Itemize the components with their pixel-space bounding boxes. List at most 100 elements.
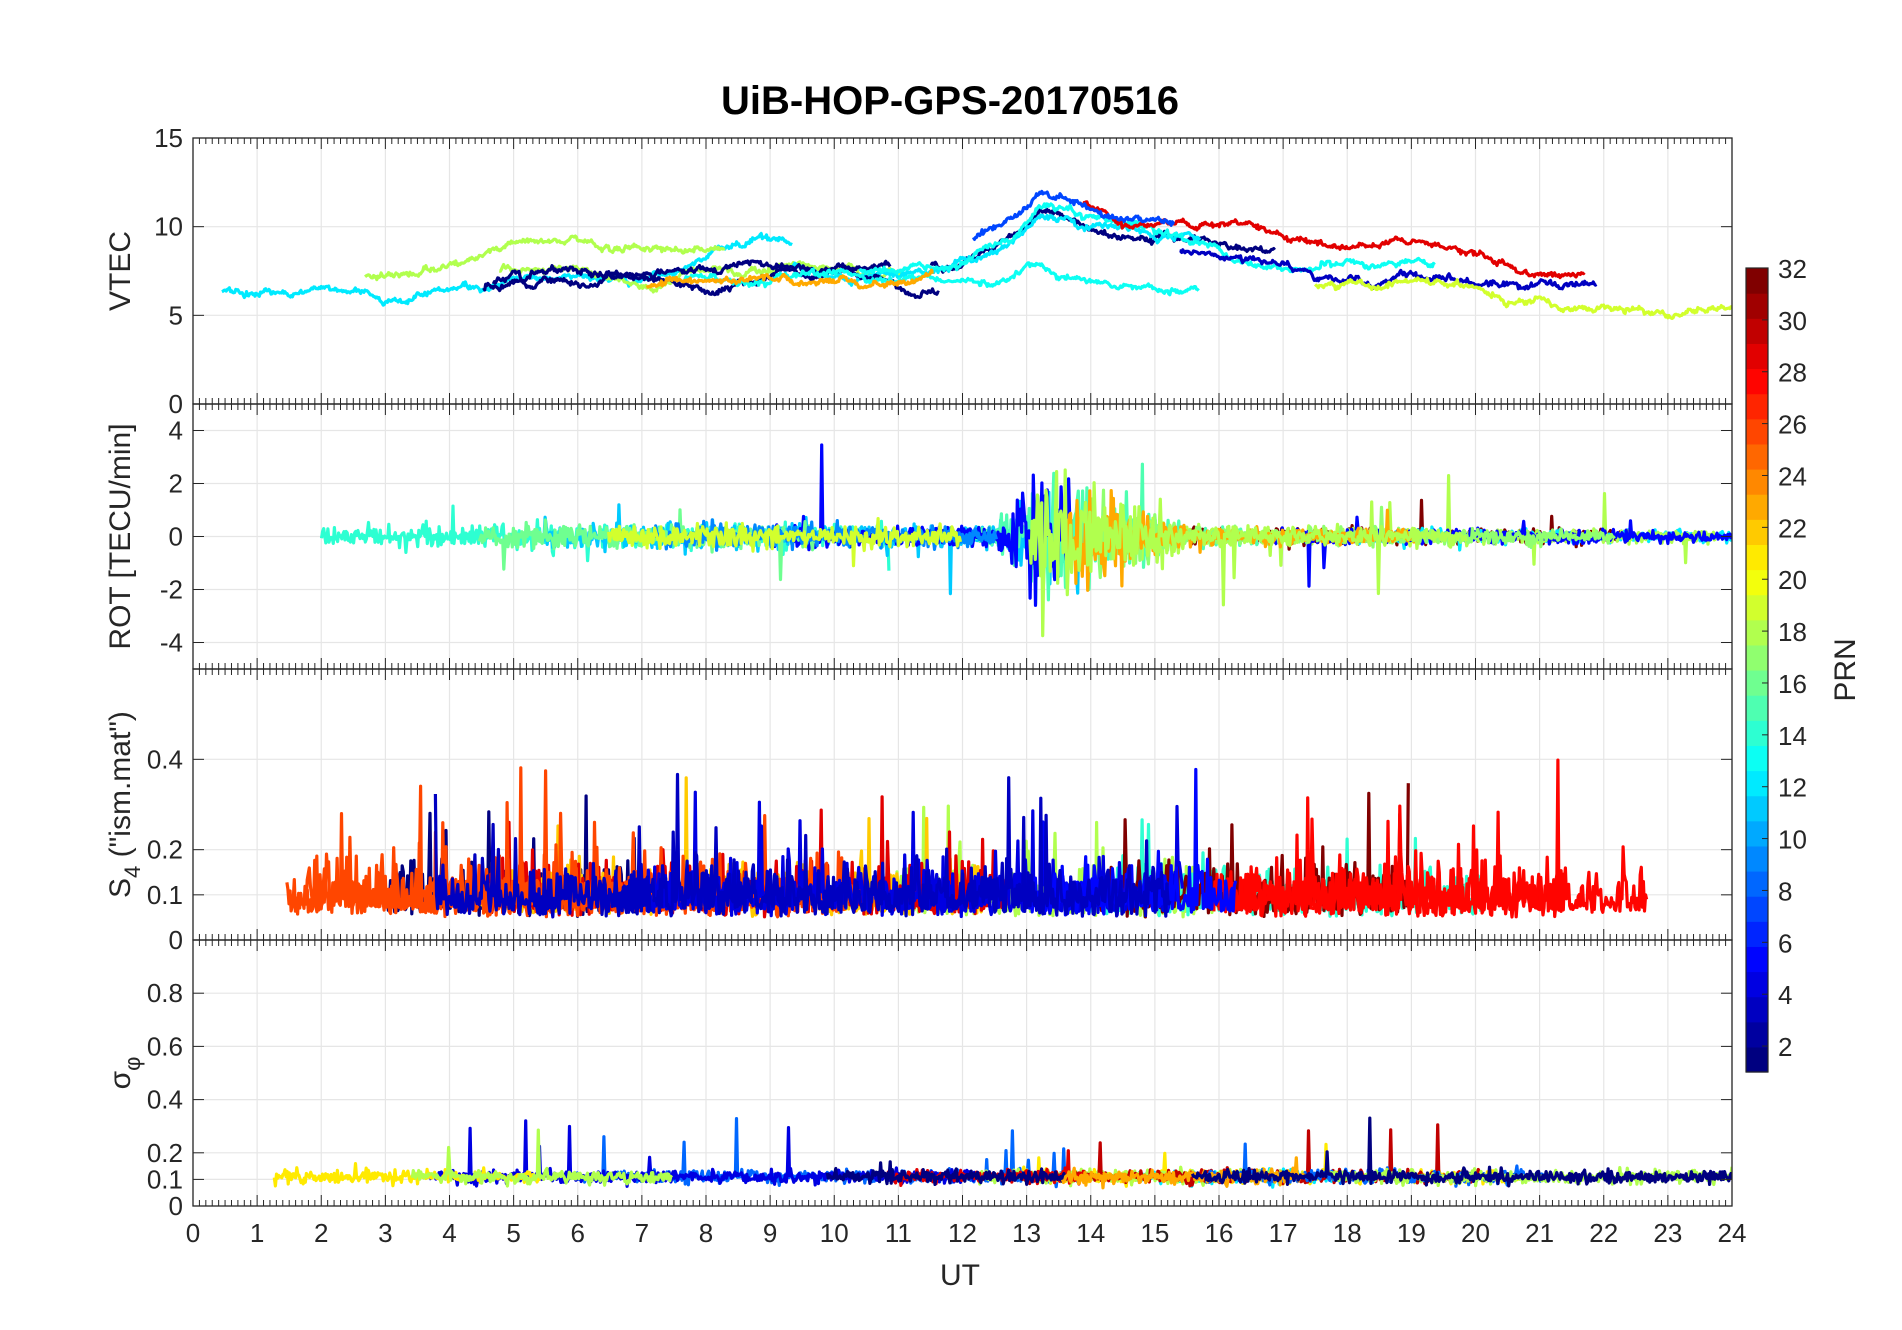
colorbar-swatch <box>1746 469 1768 495</box>
colorbar-swatch <box>1746 569 1768 596</box>
x-tick-label: 6 <box>571 1218 585 1248</box>
panel-2: -4 -2 0 2 4 ROT [TECU/min] <box>104 403 1733 670</box>
y-axis-label: ROT [TECU/min] <box>104 423 137 649</box>
y-tick-label: 4 <box>169 416 183 446</box>
panel-traces <box>285 758 1649 919</box>
panel-1: 0 5 10 15 VTEC <box>104 123 1733 419</box>
panel-grid <box>192 940 1733 1207</box>
colorbar-tick-label: 12 <box>1778 773 1807 803</box>
x-tick-label: 23 <box>1653 1218 1682 1248</box>
colorbar-tick-label: 22 <box>1778 513 1807 543</box>
x-tick-label: 0 <box>186 1218 200 1248</box>
colorbar-swatch <box>1746 745 1768 772</box>
colorbar-swatch <box>1746 1046 1768 1073</box>
colorbar-swatch <box>1746 695 1768 721</box>
colorbar-swatch <box>1746 293 1768 319</box>
colorbar-swatch <box>1746 996 1768 1023</box>
prn-trace <box>491 259 892 297</box>
prn-trace <box>971 189 1175 241</box>
colorbar-swatch <box>1746 720 1768 746</box>
colorbar-swatch <box>1746 343 1768 370</box>
colorbar-swatch <box>1746 770 1768 797</box>
y-tick-label: 0.8 <box>147 978 183 1008</box>
y-tick-label: -4 <box>160 628 183 658</box>
y-tick-label: 10 <box>154 212 183 242</box>
colorbar-swatch <box>1746 845 1768 872</box>
colorbar-tick-label: 16 <box>1778 669 1807 699</box>
prn-trace <box>1028 468 1468 638</box>
prn-trace <box>825 1160 1068 1187</box>
prn-trace <box>645 268 935 290</box>
chart-title: UiB-HOP-GPS-20170516 <box>721 79 1179 123</box>
x-tick-label: 5 <box>506 1218 520 1248</box>
panel-traces <box>272 1116 1732 1190</box>
x-tick-label: 7 <box>635 1218 649 1248</box>
colorbar-tick-label: 2 <box>1778 1032 1792 1062</box>
x-tick-label: 9 <box>763 1218 777 1248</box>
colorbar-swatch <box>1746 1021 1768 1048</box>
colorbar-swatch <box>1746 393 1768 420</box>
panel-traces <box>221 189 1732 320</box>
prn-trace <box>609 772 1172 918</box>
colorbar-label: PRN <box>1829 638 1862 701</box>
y-tick-label: 0.6 <box>147 1031 183 1061</box>
x-tick-label: 19 <box>1397 1218 1426 1248</box>
y-tick-label: 0.4 <box>147 1085 183 1115</box>
prn-trace <box>1231 796 1564 919</box>
colorbar-swatch <box>1746 368 1768 395</box>
colorbar-frame <box>1745 267 1769 1073</box>
panel-ticks <box>192 137 1733 405</box>
x-tick-label: 21 <box>1525 1218 1554 1248</box>
colorbar-swatch <box>1746 318 1768 344</box>
colorbar-swatch <box>1746 544 1768 571</box>
x-tick-labels: 0 1 2 3 4 5 6 7 8 9 10 11 12 13 14 15 16 17 18 19 20 21 22 23 24 <box>186 1218 1747 1248</box>
prn-trace <box>682 261 1200 297</box>
x-tick-label: 20 <box>1461 1218 1490 1248</box>
x-tick-label: 11 <box>885 1218 912 1248</box>
colorbar-tick-label: 14 <box>1778 721 1807 751</box>
prn-trace <box>364 234 726 282</box>
x-tick-label: 2 <box>314 1218 328 1248</box>
y-tick-label: 5 <box>169 300 183 330</box>
x-tick-label: 17 <box>1269 1218 1298 1248</box>
x-tick-label: 13 <box>1012 1218 1041 1248</box>
colorbar-tick-label: 18 <box>1778 617 1807 647</box>
y-tick-label: 0 <box>169 925 183 955</box>
x-axis-label: UT <box>940 1259 980 1292</box>
y-tick-label: 0.2 <box>147 835 183 865</box>
y-tick-label: -2 <box>160 575 183 605</box>
colorbar-swatch <box>1746 418 1768 445</box>
colorbar-swatch <box>1746 795 1768 822</box>
colorbar-swatch <box>1746 619 1768 646</box>
colorbar-swatch <box>1746 494 1768 520</box>
colorbar-swatch <box>1746 820 1768 847</box>
x-tick-label: 1 <box>250 1218 264 1248</box>
colorbar-tick-label: 32 <box>1778 254 1807 284</box>
colorbar-tick-label: 8 <box>1778 876 1792 906</box>
colorbar-tick-label: 26 <box>1778 410 1807 440</box>
prn-trace <box>410 1128 674 1188</box>
x-tick-label: 4 <box>442 1218 456 1248</box>
panel-ticks <box>192 940 1733 1207</box>
x-tick-label: 16 <box>1205 1218 1234 1248</box>
colorbar-tick-label: 28 <box>1778 358 1807 388</box>
panel-3: 0 0.1 0.2 0.4S4 ("ism.mat") <box>104 668 1733 955</box>
colorbar-swatch <box>1746 921 1768 947</box>
x-tick-label: 22 <box>1589 1218 1618 1248</box>
colorbar-swatch <box>1746 670 1768 696</box>
prn-trace <box>1212 758 1649 919</box>
panel-ticks <box>192 669 1733 941</box>
prn-trace <box>1313 276 1732 320</box>
colorbar-swatch <box>1746 871 1768 897</box>
x-tick-label: 24 <box>1718 1218 1747 1248</box>
colorbar-tick-label: 10 <box>1778 825 1807 855</box>
x-tick-label: 3 <box>378 1218 392 1248</box>
colorbar-swatch <box>1746 946 1768 973</box>
colorbar-swatch <box>1746 971 1768 998</box>
x-tick-label: 15 <box>1140 1218 1169 1248</box>
colorbar-swatch <box>1746 594 1768 621</box>
x-tick-label: 12 <box>948 1218 977 1248</box>
colorbar-tick-label: 4 <box>1778 980 1792 1010</box>
y-tick-label: 0.1 <box>147 880 183 910</box>
